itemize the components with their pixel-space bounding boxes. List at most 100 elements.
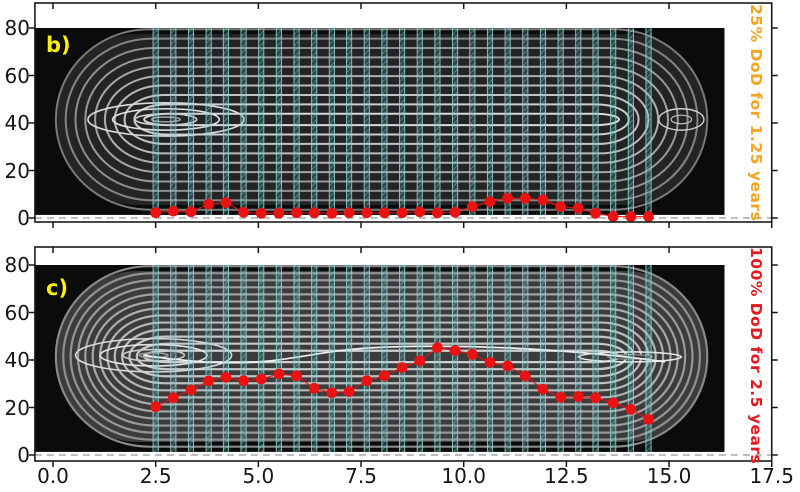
guide-band [223, 265, 229, 452]
data-point-c [537, 383, 549, 395]
guide-band [346, 28, 352, 215]
data-point-c [502, 360, 514, 372]
guide-band [645, 265, 652, 452]
x-tick-label: 7.5 [345, 464, 377, 488]
x-tick-label: 10.0 [441, 464, 486, 488]
guide-band [346, 265, 352, 452]
data-point-c [167, 392, 179, 404]
y-tick-label: 80 [4, 16, 30, 40]
guide-band [610, 265, 616, 452]
annotation-25-dod: 25% DoD for 1.25 years [747, 4, 765, 222]
data-point-c [607, 397, 619, 409]
data-point-b [643, 211, 654, 222]
guide-band [153, 265, 159, 452]
guide-band [645, 28, 652, 215]
guide-band [558, 265, 564, 452]
data-point-c [238, 375, 249, 387]
data-point-c [519, 370, 531, 382]
data-point-c [555, 391, 567, 403]
guide-band [592, 265, 599, 452]
data-point-b [150, 207, 162, 219]
data-point-b [273, 207, 285, 219]
data-point-c [291, 370, 302, 382]
data-point-b [537, 194, 549, 206]
x-tick-label: 15.0 [646, 464, 692, 488]
y-tick-label: 60 [4, 63, 30, 88]
data-point-c [273, 368, 285, 380]
guide-band [240, 28, 247, 215]
guide-band [522, 265, 528, 452]
guide-band [293, 265, 300, 452]
guide-band [240, 265, 247, 452]
guide-band [558, 28, 564, 215]
data-point-b [220, 197, 232, 208]
x-tick-label: 17.5 [749, 464, 794, 488]
panel-c-spines [34, 246, 773, 462]
data-point-b [555, 201, 567, 213]
data-point-b [185, 206, 197, 218]
data-point-b [432, 207, 443, 219]
data-point-b [308, 207, 320, 219]
guide-band [540, 28, 546, 215]
data-point-c [308, 382, 320, 394]
right-vortex-eye-core [670, 114, 693, 125]
y-tick-label: 40 [4, 348, 30, 372]
guide-band [311, 265, 317, 452]
guide-band [628, 28, 634, 215]
data-point-c [326, 387, 338, 399]
guide-band [452, 28, 458, 215]
guide-band [417, 28, 423, 215]
data-point-c [572, 391, 584, 402]
panel-b-label: b) [46, 33, 71, 57]
left-vortex-eye [111, 107, 221, 131]
guide-band [364, 265, 370, 452]
y-tick-label: 20 [4, 158, 30, 183]
panel-b-spines [34, 2, 773, 223]
right-vortex-eye [658, 108, 705, 131]
x-tick-label: 5.0 [242, 464, 275, 488]
data-point-c [361, 375, 373, 387]
guide-band [276, 28, 282, 215]
guide-band [522, 28, 528, 215]
guide-band [452, 265, 458, 452]
data-point-b [484, 196, 496, 208]
guide-band [575, 28, 581, 215]
data-point-b [519, 192, 531, 204]
guide-band [469, 28, 475, 215]
guide-band [206, 28, 212, 215]
guide-band [434, 28, 441, 215]
panel-c-label: c) [46, 276, 69, 300]
guide-band [206, 265, 212, 452]
data-point-b [379, 207, 390, 219]
y-tick-label: 20 [4, 395, 30, 420]
y-tick-label: 80 [4, 253, 30, 277]
guide-band [628, 265, 634, 452]
data-point-c [220, 371, 232, 383]
x-tick-label: 0.0 [37, 464, 69, 488]
data-point-c [203, 375, 215, 387]
guide-band [311, 28, 317, 215]
guide-band [487, 28, 493, 215]
guide-band [381, 28, 388, 215]
guide-band [293, 28, 300, 215]
guide-band [540, 265, 546, 452]
guide-band [329, 265, 335, 452]
data-point-b [466, 201, 478, 213]
x-tick-label: 12.5 [544, 464, 589, 488]
y-tick-label: 0 [17, 206, 30, 230]
guide-band [223, 28, 229, 215]
data-point-b [396, 207, 408, 219]
data-point-c [255, 373, 267, 385]
guide-band [329, 28, 335, 215]
data-point-b [607, 211, 619, 222]
data-point-b [361, 207, 373, 219]
guide-band [258, 28, 264, 215]
guide-band [399, 265, 405, 452]
guide-band [505, 28, 511, 215]
y-tick-label: 0 [17, 443, 30, 467]
y-tick-label: 40 [4, 111, 30, 135]
data-point-b [590, 207, 601, 219]
data-point-b [502, 192, 514, 204]
